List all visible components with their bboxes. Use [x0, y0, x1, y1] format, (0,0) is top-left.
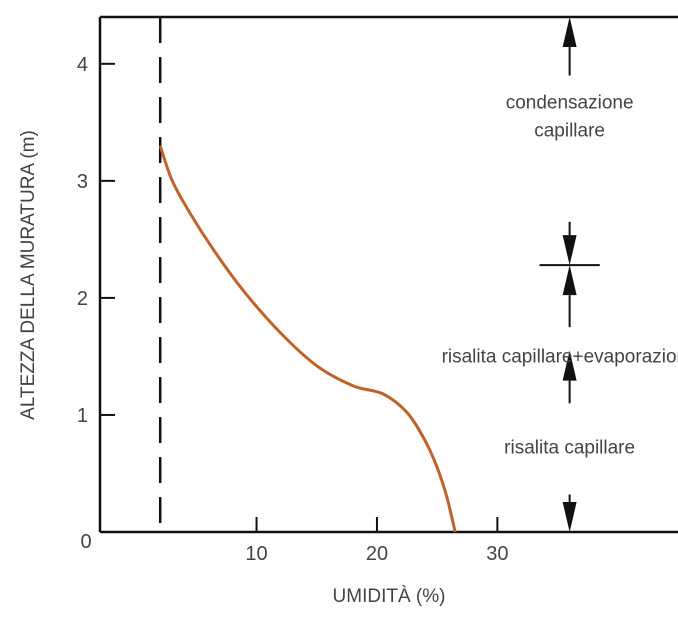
- arrow-head-0: [562, 17, 577, 47]
- y-tick-label-2: 2: [77, 288, 88, 310]
- annotation-1-line-0: risalita capillare+evaporazione: [442, 346, 678, 367]
- annotation-0-line-0: condensazione: [506, 92, 634, 113]
- origin-label: 0: [80, 531, 91, 553]
- curve-group: [158, 145, 457, 533]
- y-tick-label-3: 3: [77, 171, 88, 193]
- marker-group: [539, 17, 600, 532]
- y-axis-title: ALTEZZA DELLA MURATURA (m): [18, 130, 39, 420]
- arrow-head-4: [562, 502, 577, 532]
- annotation-group: condensazione capillare risalita capillare…: [442, 92, 678, 458]
- annotation-0-line-1: capillare: [534, 120, 605, 141]
- x-tick-label-20: 20: [366, 543, 388, 565]
- y-tick-label-4: 4: [77, 54, 88, 76]
- arrow-head-3: [562, 350, 577, 381]
- annotation-2-line-0: risalita capillare: [504, 438, 635, 459]
- series-line-0: [158, 145, 457, 533]
- arrow-head-2: [562, 265, 577, 296]
- arrow-head-1: [562, 235, 577, 266]
- plot-frame: [98, 15, 678, 534]
- tick-group: 10 20 30 1 2 3 4: [77, 54, 509, 565]
- x-axis-title: UMIDITÀ (%): [333, 586, 446, 607]
- x-tick-label-10: 10: [245, 543, 267, 565]
- x-tick-label-30: 30: [486, 543, 508, 565]
- y-tick-label-1: 1: [77, 405, 88, 427]
